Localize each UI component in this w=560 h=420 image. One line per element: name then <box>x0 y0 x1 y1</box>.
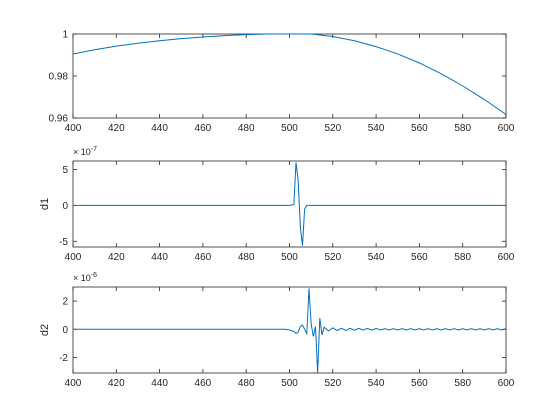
series-line-1 <box>73 34 506 115</box>
y-tick-label: 2 <box>62 297 68 308</box>
x-tick-label: 420 <box>108 252 125 263</box>
y-tick-label: 0 <box>62 325 68 336</box>
x-tick-label: 420 <box>108 123 125 134</box>
series-line-1 <box>73 162 506 246</box>
x-tick-label: 580 <box>454 123 471 134</box>
x-tick-label: 520 <box>324 123 341 134</box>
x-tick-label: 560 <box>411 123 428 134</box>
x-tick-label: 480 <box>238 252 255 263</box>
x-tick-label: 520 <box>324 378 341 389</box>
y-exponent-power: -6 <box>91 272 97 279</box>
x-tick-label: 500 <box>281 378 298 389</box>
y-exponent-base: × 10 <box>73 273 91 283</box>
x-tick-label: 540 <box>368 252 385 263</box>
y-tick-label: 0.96 <box>49 114 69 125</box>
x-tick-label: 440 <box>151 123 168 134</box>
y-tick-label: 0.98 <box>49 72 69 83</box>
x-tick-label: 540 <box>368 378 385 389</box>
x-tick-label: 520 <box>324 252 341 263</box>
y-exponent-power: -7 <box>91 146 97 153</box>
x-tick-label: 540 <box>368 123 385 134</box>
x-tick-label: 600 <box>498 123 515 134</box>
y-exponent-label: × 10-7 <box>73 146 97 157</box>
x-tick-label: 480 <box>238 123 255 134</box>
x-tick-label: 400 <box>65 252 82 263</box>
x-tick-label: 460 <box>195 252 212 263</box>
x-tick-label: 560 <box>411 378 428 389</box>
y-axis-label: d1 <box>39 198 51 210</box>
subplot-1: 400 420 440 460 480 500 520 540 560 580 600 0.96 0.9… <box>49 30 515 135</box>
x-tick-label: 600 <box>498 378 515 389</box>
subplot-2: 400 420 440 460 480 500 520 540 560 580 600 -5 0 5 × 1… <box>39 146 515 263</box>
x-tick-label: 600 <box>498 252 515 263</box>
x-tick-label: 500 <box>281 252 298 263</box>
y-exponent-base: × 10 <box>73 147 91 157</box>
y-tick-label: -5 <box>59 237 68 248</box>
x-tick-label: 400 <box>65 378 82 389</box>
axes-box <box>72 33 507 119</box>
subplots: 400 420 440 460 480 500 520 540 560 580 6000.960.9… <box>39 30 515 390</box>
x-tick-label: 560 <box>411 252 428 263</box>
y-tick-label: -2 <box>59 353 68 364</box>
x-tick-label: 460 <box>195 123 212 134</box>
axes-box <box>72 160 507 248</box>
y-tick-label: 5 <box>62 165 68 176</box>
x-tick-label: 400 <box>65 123 82 134</box>
x-tick-label: 440 <box>151 378 168 389</box>
x-tick-label: 580 <box>454 378 471 389</box>
x-tick-label: 500 <box>281 123 298 134</box>
x-tick-label: 480 <box>238 378 255 389</box>
x-tick-label: 460 <box>195 378 212 389</box>
x-tick-label: 420 <box>108 378 125 389</box>
y-exponent-label: × 10-6 <box>73 272 97 283</box>
subplot-3: 400 420 440 460 480 500 520 540 560 580 600 -2 0 2 × 1… <box>39 272 515 389</box>
x-tick-label: 580 <box>454 252 471 263</box>
y-tick-label: 1 <box>62 30 68 41</box>
series-line-1 <box>73 288 506 373</box>
x-tick-label: 440 <box>151 252 168 263</box>
y-axis-label: d2 <box>39 324 51 336</box>
y-tick-label: 0 <box>62 201 68 212</box>
